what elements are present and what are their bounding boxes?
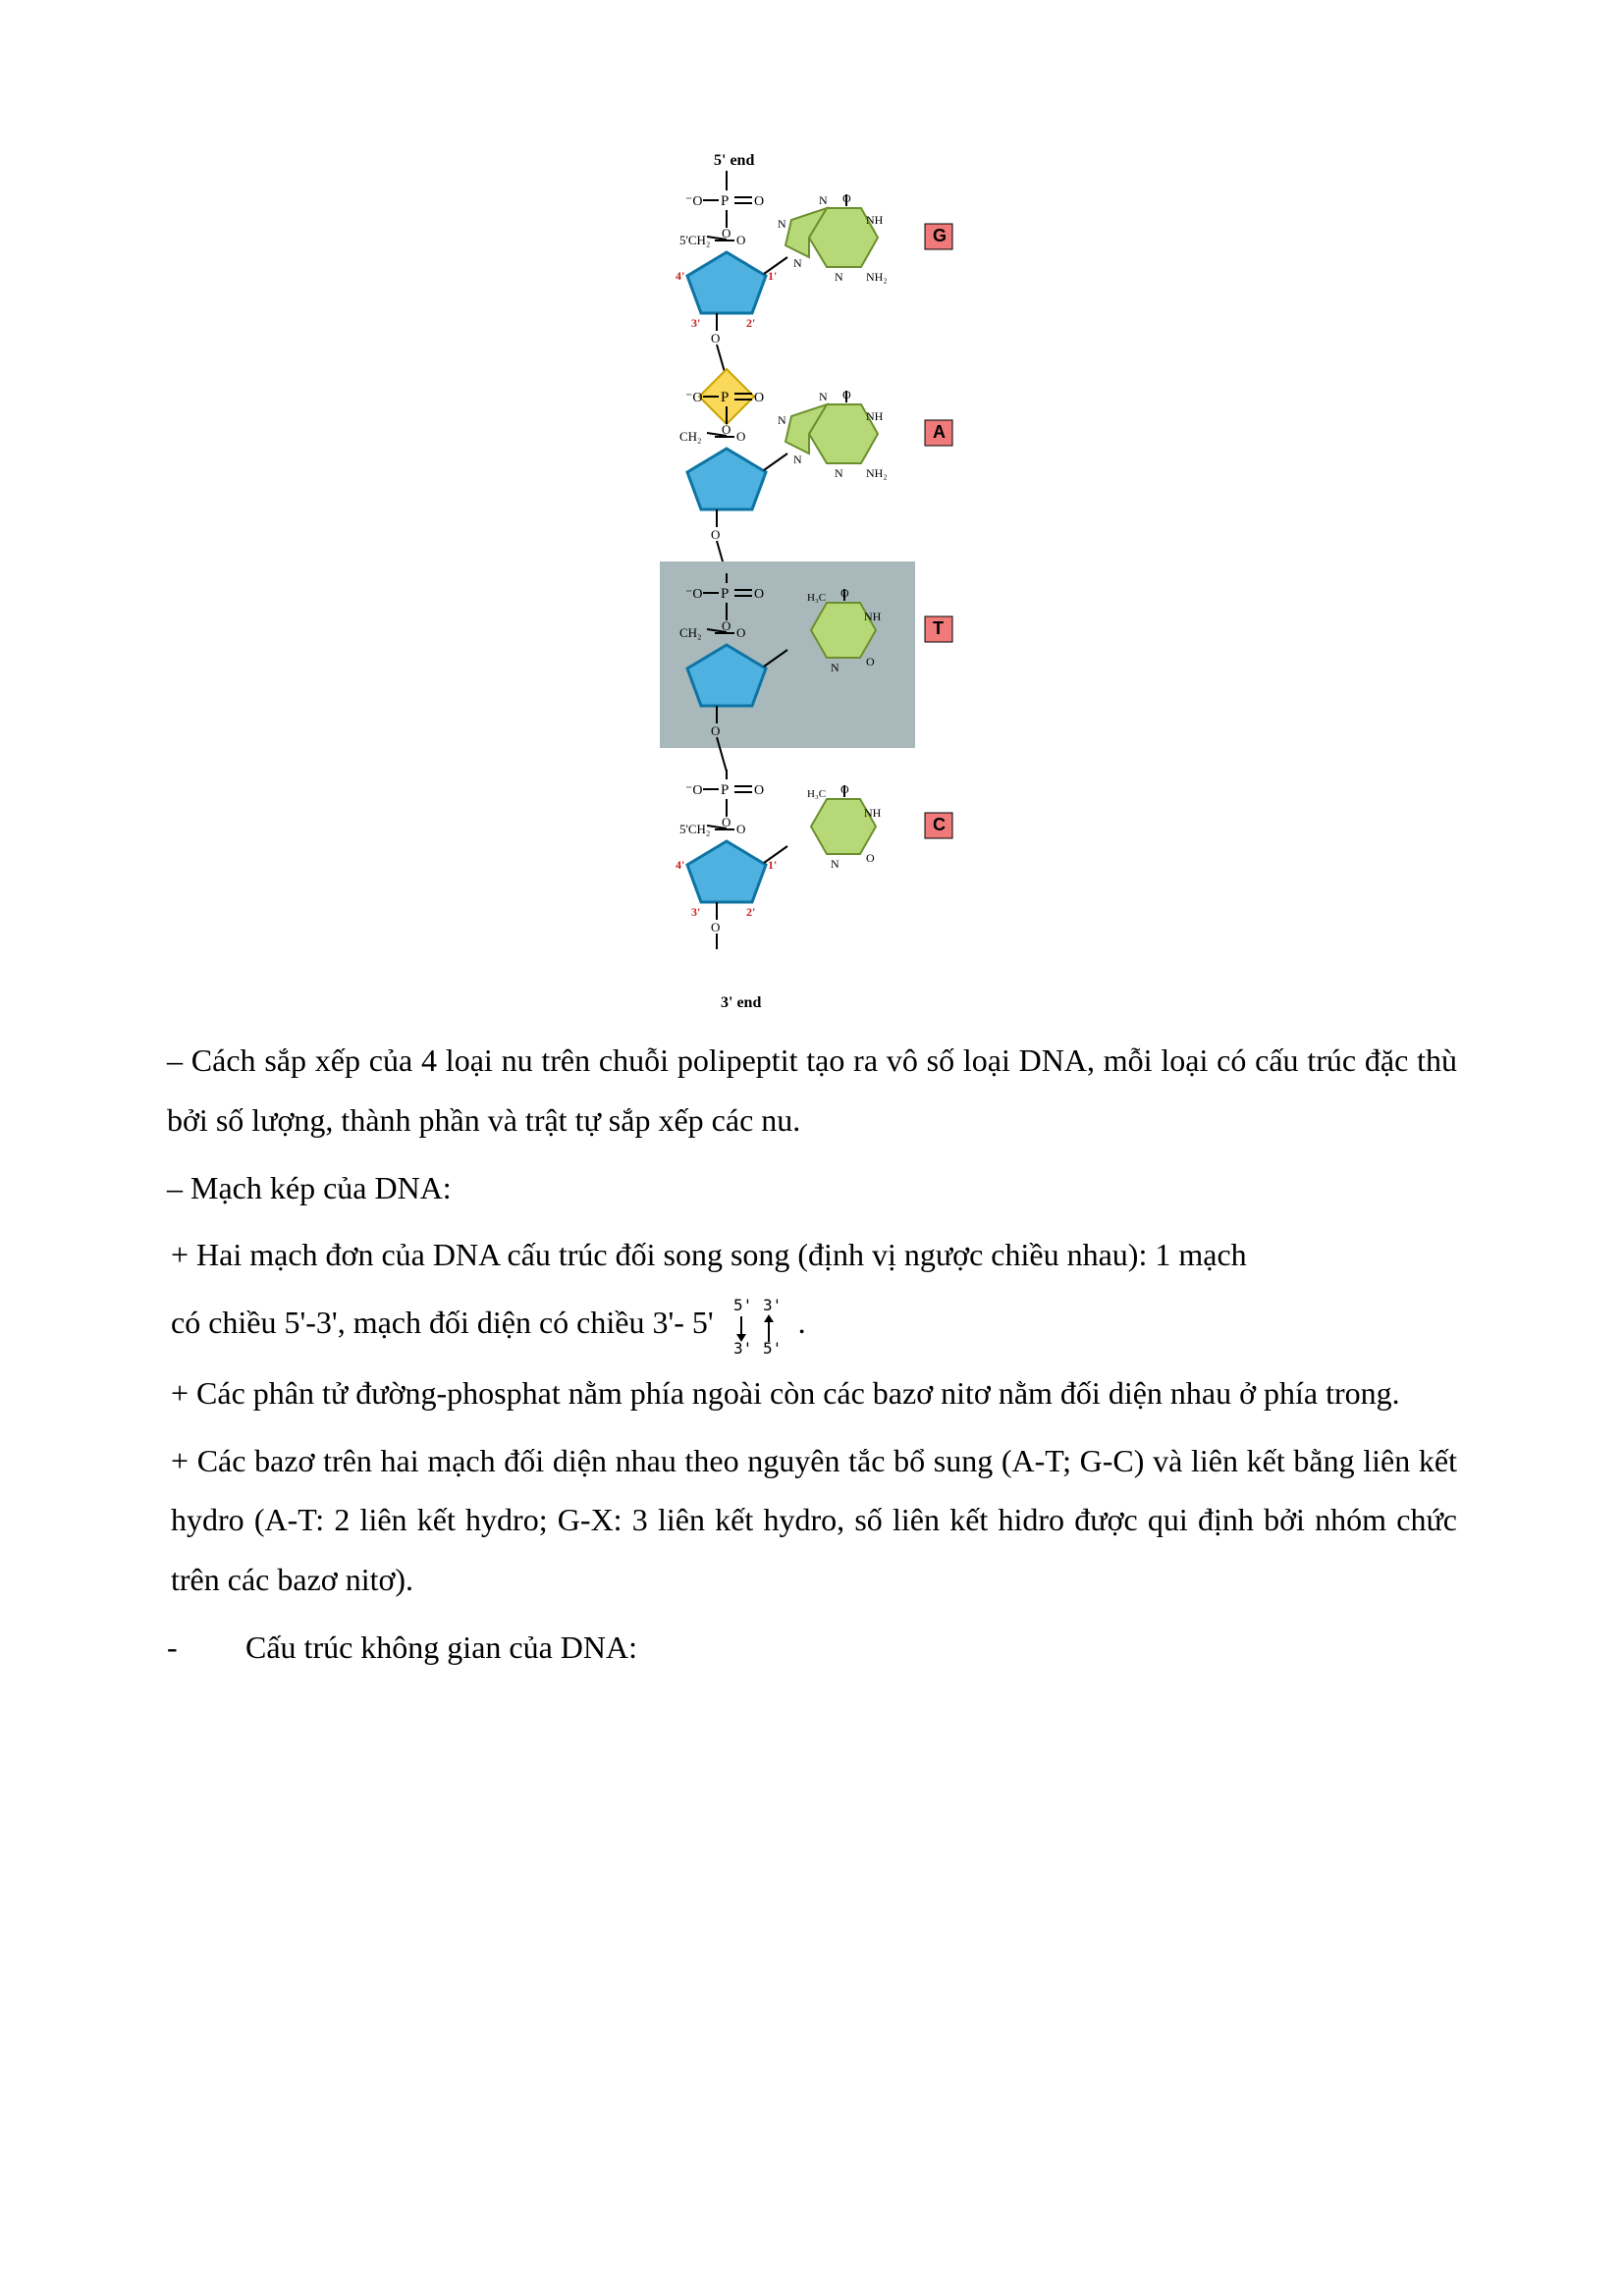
dna-diagram-container: 5' end ⁻OPOO5'CH₂O4'1'3'2'ONNHNNH₂NNGO⁻O… (167, 147, 1457, 1011)
bullet-dash: - (167, 1618, 245, 1678)
svg-text:O: O (736, 822, 745, 836)
svg-text:N: N (831, 857, 839, 871)
svg-text:P: P (721, 390, 729, 405)
svg-text:NH: NH (864, 610, 882, 623)
svg-text:O: O (754, 194, 764, 209)
svg-text:5'CH₂: 5'CH₂ (679, 233, 710, 247)
paragraph-3a: + Hai mạch đơn của DNA cấu trúc đối song… (171, 1225, 1457, 1285)
svg-text:P: P (721, 193, 729, 209)
svg-text:O: O (754, 587, 764, 602)
svg-text:NH₂: NH₂ (866, 270, 888, 284)
arrow-label-5p-left: 5' (733, 1297, 752, 1314)
svg-text:N: N (835, 270, 843, 284)
svg-text:⁻O: ⁻O (685, 194, 703, 209)
svg-text:2': 2' (746, 316, 755, 330)
svg-text:3': 3' (691, 905, 700, 919)
svg-text:4': 4' (676, 269, 684, 283)
svg-text:NH₂: NH₂ (866, 466, 888, 480)
svg-text:O: O (711, 920, 720, 934)
svg-text:N: N (793, 256, 802, 270)
paragraph-6: - Cấu trúc không gian của DNA: (167, 1618, 1457, 1678)
arrow-label-3p-right: 3' (763, 1297, 782, 1314)
svg-text:A: A (933, 422, 946, 442)
svg-text:O: O (736, 233, 745, 247)
svg-text:P: P (721, 586, 729, 602)
dna-strand-diagram: 5' end ⁻OPOO5'CH₂O4'1'3'2'ONNHNNH₂NNGO⁻O… (601, 147, 1023, 1011)
svg-text:O: O (736, 625, 745, 640)
five-prime-end-label: 5' end (714, 152, 754, 169)
svg-text:⁻O: ⁻O (685, 391, 703, 405)
svg-text:N: N (835, 466, 843, 480)
svg-text:NH: NH (866, 409, 884, 423)
paragraph-2: – Mạch kép của DNA: (167, 1158, 1457, 1218)
svg-text:NH: NH (864, 806, 882, 820)
svg-text:N: N (831, 661, 839, 674)
paragraph-4: + Các phân tử đường-phosphat nằm phía ng… (171, 1363, 1457, 1423)
svg-text:H₃C: H₃C (807, 592, 826, 604)
svg-text:O: O (866, 655, 875, 668)
svg-text:O: O (711, 723, 720, 738)
paragraph-3b-suffix: . (790, 1305, 806, 1340)
svg-text:2': 2' (746, 905, 755, 919)
svg-text:H₃C: H₃C (807, 788, 826, 800)
svg-text:O: O (754, 783, 764, 798)
svg-text:4': 4' (676, 858, 684, 872)
svg-text:N: N (778, 217, 786, 231)
svg-text:NH: NH (866, 213, 884, 227)
paragraph-3b-prefix: có chiều 5'-3', mạch đối diện có chiều 3… (171, 1305, 722, 1340)
svg-text:G: G (933, 226, 947, 245)
svg-text:C: C (933, 815, 946, 834)
svg-text:N: N (793, 453, 802, 466)
svg-text:P: P (721, 782, 729, 798)
three-prime-end-label: 3' end (721, 994, 761, 1011)
svg-text:3': 3' (691, 316, 700, 330)
paragraph-3b: có chiều 5'-3', mạch đối diện có chiều 3… (171, 1293, 1457, 1356)
svg-text:O: O (711, 527, 720, 542)
arrow-label-5p-right: 5' (763, 1339, 782, 1356)
svg-text:N: N (819, 390, 828, 403)
svg-text:O: O (736, 429, 745, 444)
paragraph-1: – Cách sắp xếp của 4 loại nu trên chuỗi … (167, 1031, 1457, 1150)
page: 5' end ⁻OPOO5'CH₂O4'1'3'2'ONNHNNH₂NNGO⁻O… (0, 0, 1624, 2296)
svg-text:CH₂: CH₂ (679, 429, 702, 444)
paragraph-6-text: Cấu trúc không gian của DNA: (245, 1618, 637, 1678)
svg-text:N: N (778, 413, 786, 427)
paragraph-5: + Các bazơ trên hai mạch đối diện nhau t… (171, 1431, 1457, 1610)
svg-text:O: O (754, 391, 764, 405)
svg-text:⁻O: ⁻O (685, 587, 703, 602)
svg-text:5'CH₂: 5'CH₂ (679, 822, 710, 836)
svg-text:T: T (933, 618, 944, 638)
svg-text:N: N (819, 193, 828, 207)
svg-text:⁻O: ⁻O (685, 783, 703, 798)
arrow-label-3p-left: 3' (733, 1339, 752, 1356)
antiparallel-arrows-icon: 5' 3' 3' 5' (722, 1297, 790, 1356)
svg-text:O: O (711, 331, 720, 346)
svg-text:CH₂: CH₂ (679, 625, 702, 640)
svg-text:O: O (866, 851, 875, 865)
